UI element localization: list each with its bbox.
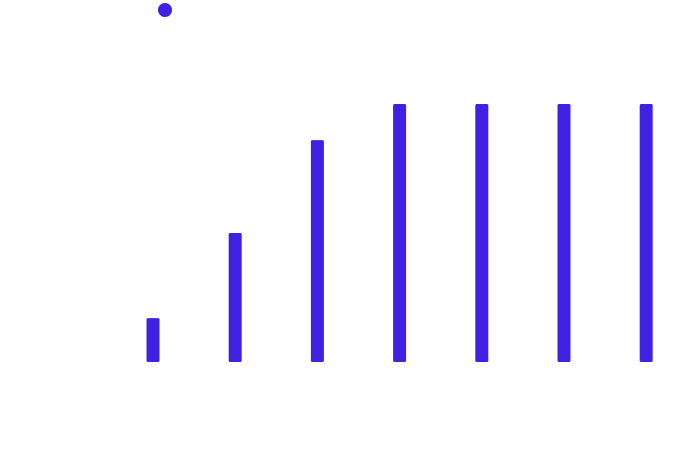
bar-5 — [475, 104, 489, 362]
bars-group — [146, 104, 653, 362]
bar-3 — [310, 140, 324, 362]
bar-2 — [228, 233, 242, 362]
legend-marker — [158, 3, 172, 17]
bar-7 — [639, 104, 653, 362]
bar-4 — [393, 104, 407, 362]
bar-6 — [557, 104, 571, 362]
bar-1 — [146, 318, 160, 362]
